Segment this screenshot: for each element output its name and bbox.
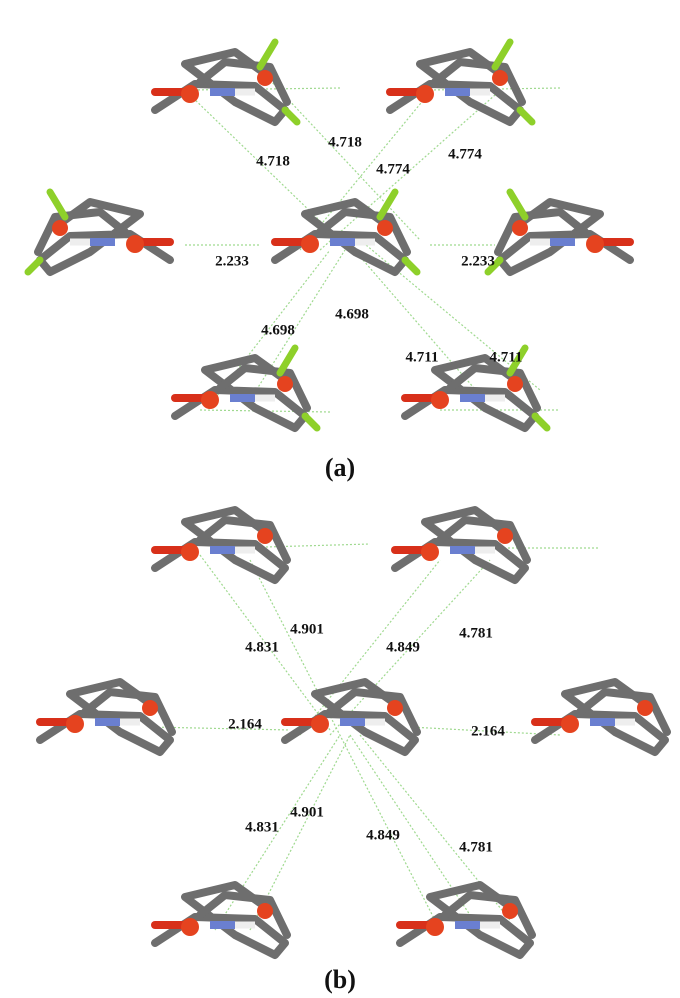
molecule (155, 510, 287, 580)
oxygen (377, 220, 393, 236)
oxygen (637, 700, 653, 716)
oxygen (181, 918, 199, 936)
oxygen (52, 220, 68, 236)
fluorine (285, 110, 297, 122)
distance-label: 4.718 (328, 134, 362, 150)
oxygen (311, 715, 329, 733)
molecule (155, 42, 297, 122)
distance-label: 4.698 (261, 322, 295, 338)
fluorine (520, 110, 532, 122)
molecule (400, 885, 532, 955)
fluorine (305, 416, 317, 428)
fluorine (405, 260, 417, 272)
distance-label: 2.233 (215, 253, 249, 269)
oxygen (142, 700, 158, 716)
distance-label: 4.711 (406, 349, 439, 365)
oxygen (502, 903, 518, 919)
panel-label: (b) (324, 965, 356, 994)
molecule (28, 192, 170, 272)
distance-label: 4.849 (366, 827, 400, 843)
distance-label: 4.901 (290, 621, 324, 637)
distance-label: 2.164 (471, 723, 505, 739)
oxygen (492, 70, 508, 86)
oxygen (181, 85, 199, 103)
distance-label: 4.718 (256, 153, 290, 169)
molecule (390, 42, 532, 122)
oxygen (431, 391, 449, 409)
contacts (150, 80, 600, 930)
molecule (40, 682, 172, 752)
distance-label: 2.233 (461, 253, 495, 269)
oxygen (387, 700, 403, 716)
oxygen (426, 918, 444, 936)
distance-label: 4.698 (335, 306, 369, 322)
oxygen (512, 220, 528, 236)
oxygen (421, 543, 439, 561)
oxygen (301, 235, 319, 253)
fluorine (28, 260, 40, 272)
oxygen (126, 235, 144, 253)
oxygen (181, 543, 199, 561)
distance-label: 4.831 (245, 639, 279, 655)
distance-label: 4.774 (448, 146, 482, 162)
oxygen (497, 528, 513, 544)
oxygen (277, 376, 293, 392)
oxygen (561, 715, 579, 733)
molecule (175, 348, 317, 428)
oxygen (257, 903, 273, 919)
oxygen (586, 235, 604, 253)
molecule (155, 885, 287, 955)
oxygen (66, 715, 84, 733)
distance-label: 4.774 (376, 161, 410, 177)
distance-label: 2.164 (228, 716, 262, 732)
molecule (395, 510, 527, 580)
molecule (488, 192, 630, 272)
figure: 4.718 4.718 4.774 4.774 2.233 2.233 4.698 4.698… (0, 0, 680, 998)
distance-label: 4.831 (245, 819, 279, 835)
distance-label: 4.901 (290, 804, 324, 820)
fluorine (535, 416, 547, 428)
distance-label: 4.781 (459, 625, 493, 641)
distance-label: 4.849 (386, 639, 420, 655)
panel-label: (a) (325, 453, 355, 482)
oxygen (201, 391, 219, 409)
oxygen (257, 528, 273, 544)
oxygen (507, 376, 523, 392)
molecule (285, 682, 417, 752)
oxygen (416, 85, 434, 103)
distance-label: 4.711 (490, 349, 523, 365)
oxygen (257, 70, 273, 86)
distance-label: 4.781 (459, 839, 493, 855)
molecule (535, 682, 667, 752)
molecules (28, 42, 667, 955)
molecule (275, 192, 417, 272)
